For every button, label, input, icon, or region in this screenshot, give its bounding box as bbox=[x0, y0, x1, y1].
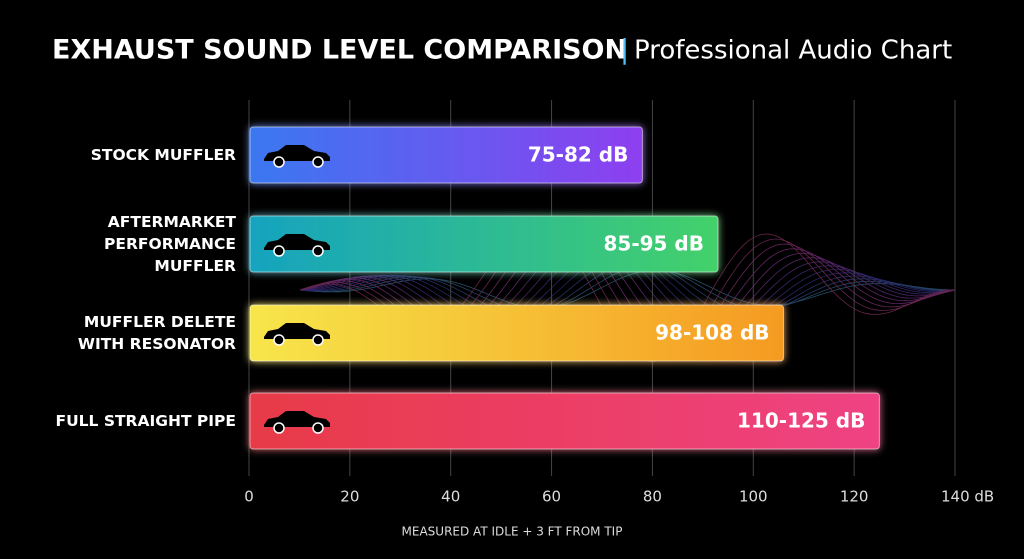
car-wheel bbox=[312, 334, 324, 346]
x-tick-label: 60 bbox=[542, 488, 561, 506]
x-tick-label: 140 dB bbox=[941, 488, 994, 506]
bar-range-label: 98-108 dB bbox=[655, 321, 769, 345]
category-label: STOCK MUFFLER bbox=[90, 146, 236, 164]
chart-subtitle: Professional Audio Chart bbox=[634, 36, 952, 66]
wave-line bbox=[299, 238, 956, 340]
bar bbox=[249, 126, 643, 184]
car-wheel bbox=[273, 245, 285, 257]
bar-range-label: 75-82 dB bbox=[528, 143, 629, 167]
wave-line bbox=[299, 269, 956, 309]
x-tick-label: 0 bbox=[244, 488, 254, 506]
bar-range-label: 85-95 dB bbox=[603, 232, 704, 256]
title-separator: | bbox=[620, 35, 629, 66]
car-wheel bbox=[312, 156, 324, 168]
car-wheel bbox=[273, 422, 285, 434]
category-label: MUFFLER DELETE WITH RESONATOR bbox=[77, 313, 236, 353]
x-tick-label: 40 bbox=[441, 488, 460, 506]
x-tick-label: 120 bbox=[840, 488, 869, 506]
footnote: MEASURED AT IDLE + 3 FT FROM TIP bbox=[402, 525, 623, 539]
chart-title: EXHAUST SOUND LEVEL COMPARISON bbox=[52, 35, 627, 66]
x-tick-label: 100 bbox=[739, 488, 768, 506]
car-wheel bbox=[312, 422, 324, 434]
x-tick-label: 20 bbox=[340, 488, 359, 506]
bar bbox=[249, 304, 785, 362]
bar bbox=[249, 215, 719, 273]
bar-range-label: 110-125 dB bbox=[737, 409, 865, 433]
x-tick-label: 80 bbox=[643, 488, 662, 506]
bar bbox=[249, 392, 880, 450]
category-label: FULL STRAIGHT PIPE bbox=[55, 412, 237, 430]
car-wheel bbox=[273, 334, 285, 346]
car-wheel bbox=[273, 156, 285, 168]
category-label: AFTERMARKET PERFORMANCE MUFFLER bbox=[104, 213, 236, 275]
car-wheel bbox=[312, 245, 324, 257]
wave-line bbox=[299, 235, 956, 344]
